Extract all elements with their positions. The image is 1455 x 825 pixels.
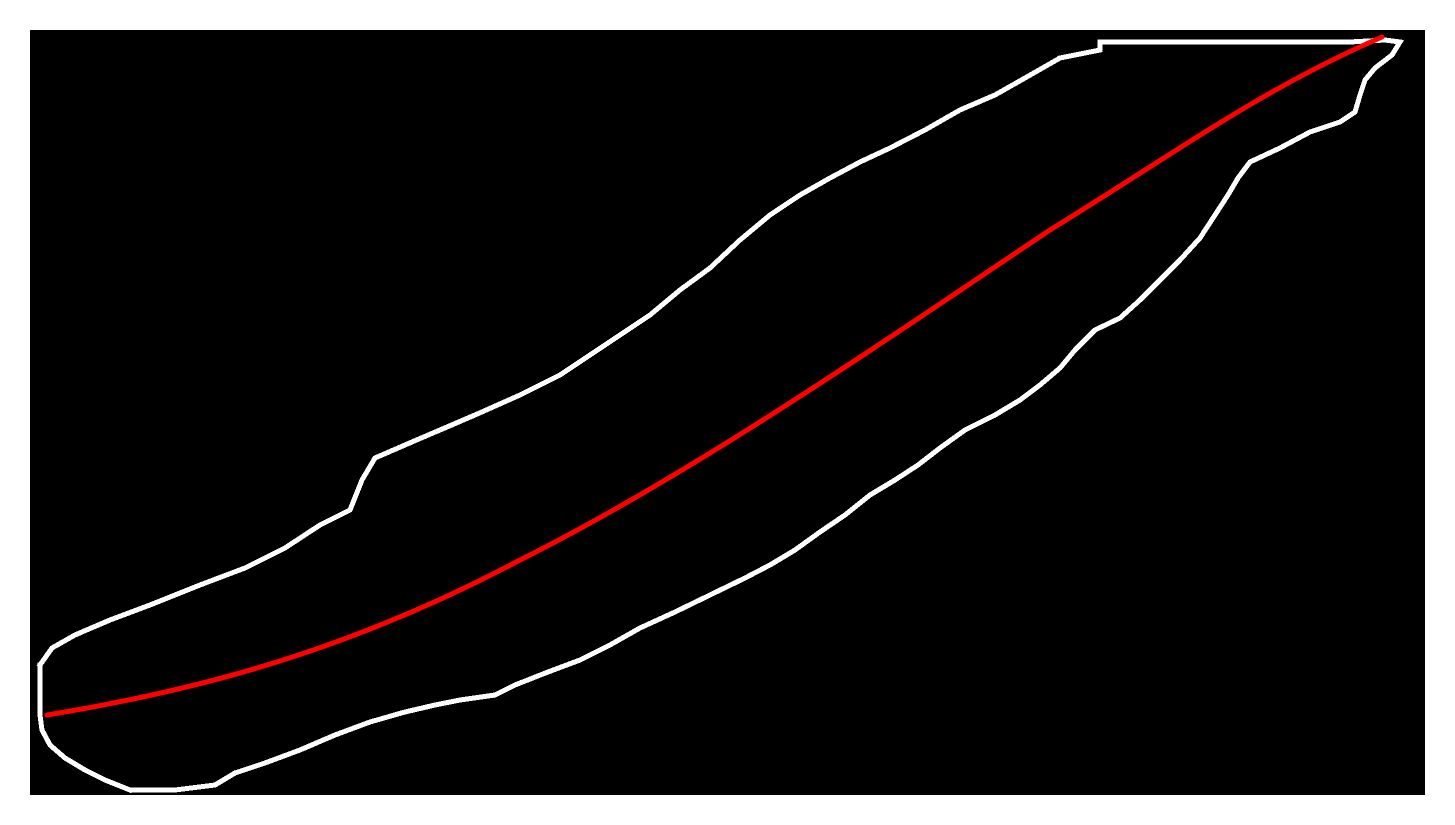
- outline-contour-line: [36, 37, 1405, 793]
- centerline-curve: [44, 34, 1385, 718]
- outline-contour: [36, 37, 1405, 793]
- canvas-background: [30, 30, 1425, 795]
